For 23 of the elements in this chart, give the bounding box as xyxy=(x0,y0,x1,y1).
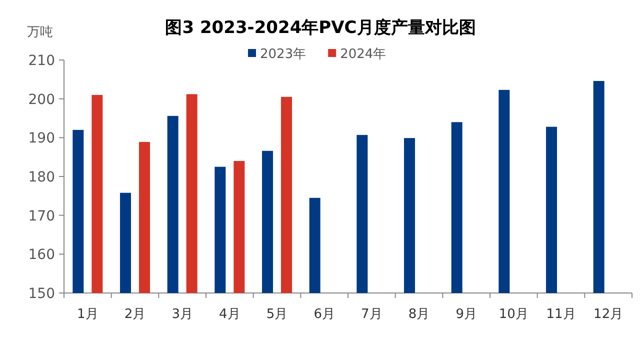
y-tick-label: 180 xyxy=(28,170,55,186)
x-tick-label: 4月 xyxy=(219,307,240,322)
x-tick-label: 11月 xyxy=(546,307,576,322)
x-tick-label: 10月 xyxy=(498,307,528,322)
y-tick-label: 190 xyxy=(28,130,55,147)
legend-label: 2024年 xyxy=(340,47,386,62)
y-tick-label: 150 xyxy=(28,286,55,302)
x-tick-label: 6月 xyxy=(314,307,335,322)
x-tick-label: 1月 xyxy=(77,307,98,322)
y-axis-title: 万吨 xyxy=(27,25,53,40)
x-tick-label: 3月 xyxy=(172,307,193,322)
x-tick-label: 12月 xyxy=(594,307,624,322)
x-tick-label: 7月 xyxy=(361,307,382,322)
y-tick-label: 210 xyxy=(28,53,55,69)
x-tick-label: 2月 xyxy=(124,307,146,322)
x-tick-label: 9月 xyxy=(456,307,477,322)
y-tick-label: 200 xyxy=(28,92,55,108)
y-tick-label: 160 xyxy=(28,247,55,264)
legend-label: 2023年 xyxy=(260,47,306,62)
chart-title: 图3 2023-2024年PVC月度产量对比图 xyxy=(165,18,476,38)
x-tick-label: 5月 xyxy=(266,307,288,322)
x-tick-label: 8月 xyxy=(408,307,430,322)
y-tick-label: 170 xyxy=(28,208,55,224)
